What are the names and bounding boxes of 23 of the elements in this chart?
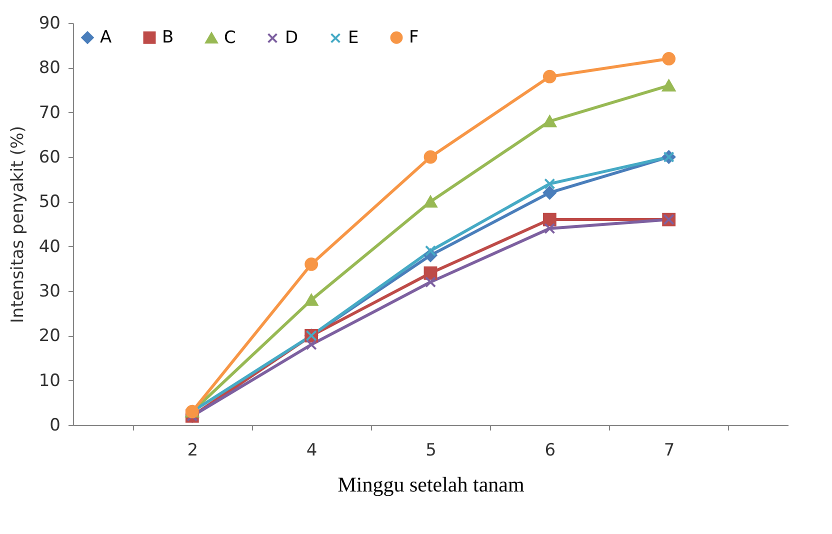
y-tick-label: 50	[38, 192, 60, 212]
x-tick-label: 6	[544, 440, 556, 460]
legend-label: F	[409, 28, 419, 48]
y-tick-label: 60	[38, 148, 60, 168]
y-tick-label: 20	[38, 326, 60, 346]
legend-label: A	[100, 28, 112, 48]
y-tick-label: 90	[38, 14, 60, 34]
x-tick-label: 2	[187, 440, 198, 460]
legend-label: C	[224, 28, 236, 48]
legend-label: B	[162, 28, 174, 48]
x-axis-title: Minggu setelah tanam	[338, 472, 524, 496]
y-tick-label: 80	[38, 58, 60, 78]
legend-label: D	[285, 28, 298, 48]
legend-label: E	[348, 28, 359, 48]
y-tick-label: 40	[38, 236, 60, 257]
y-tick-label: 10	[38, 370, 60, 391]
x-tick-label: 4	[306, 440, 318, 460]
y-tick-label: 30	[38, 282, 60, 302]
x-tick-label: 7	[664, 440, 675, 460]
y-axis-title: Intensitas penyakit (%)	[8, 126, 28, 324]
y-tick-label: 0	[50, 416, 60, 436]
x-tick-label: 5	[426, 440, 436, 460]
y-tick-label: 70	[38, 102, 60, 123]
